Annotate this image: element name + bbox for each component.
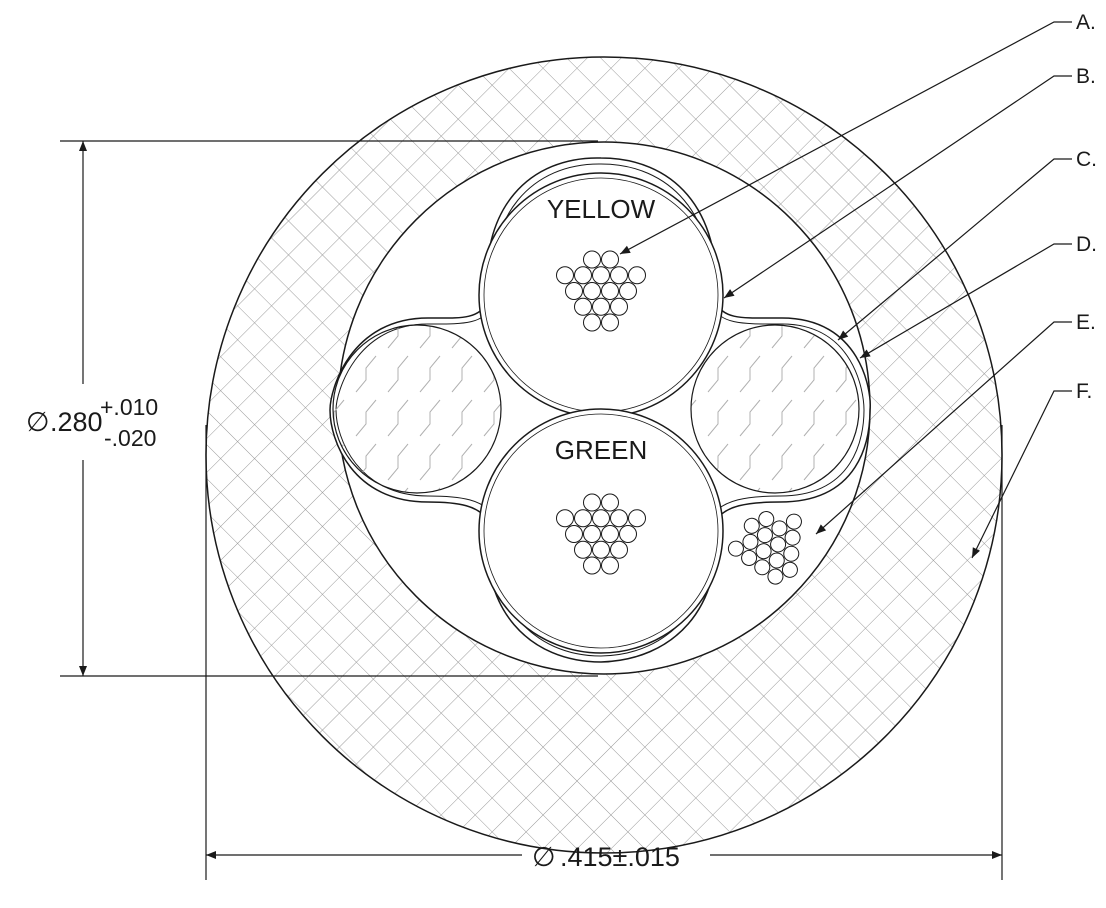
strand (628, 509, 646, 528)
strand (601, 556, 619, 575)
strand (628, 266, 646, 285)
green-conductor-strands (556, 493, 646, 575)
strand (610, 266, 628, 285)
strand (583, 313, 601, 332)
strand (592, 297, 610, 316)
strand (770, 536, 787, 553)
leader-a (619, 21, 1072, 255)
strand (601, 282, 619, 300)
strand (619, 525, 637, 543)
strand (741, 549, 758, 566)
strand (781, 561, 798, 578)
yellow-conductor-strands (556, 250, 646, 332)
green-conductor (478, 408, 724, 654)
left-filler (332, 324, 502, 494)
right-filler (690, 324, 860, 494)
strand (574, 509, 592, 528)
strand (783, 545, 800, 562)
strand (583, 525, 601, 543)
green-label: GREEN (555, 435, 647, 465)
inner-diameter-value: .280 (50, 407, 103, 437)
strand (610, 297, 628, 316)
strand (592, 266, 610, 285)
leader-b (723, 75, 1072, 299)
strand (601, 313, 619, 332)
outer-diameter-value: .415±.015 (560, 842, 680, 872)
callout-e: E. (1076, 311, 1096, 334)
strand (767, 568, 784, 585)
callout-f: F. (1076, 380, 1092, 403)
callout-c: C. (1076, 148, 1097, 171)
strand (592, 509, 610, 528)
leader-f (971, 390, 1072, 559)
strand (583, 250, 601, 269)
strand (784, 529, 801, 546)
leader-c (837, 158, 1072, 341)
strand (610, 540, 628, 559)
callout-a: A. (1076, 11, 1096, 34)
inner-diameter-symbol: ∅ (26, 407, 50, 437)
strand (601, 525, 619, 543)
strand (619, 282, 637, 300)
inner-diameter-dimension (60, 140, 598, 677)
strand (565, 282, 583, 300)
outer-diameter-symbol: ∅ (532, 842, 556, 872)
inner-diameter-tolerance-plus: +.010 (100, 394, 158, 420)
strand (785, 513, 802, 530)
leader-d (859, 243, 1072, 359)
drain-wire-strands (727, 511, 802, 585)
inner-diameter-tolerance-minus: -.020 (104, 425, 156, 451)
strand (583, 282, 601, 300)
strand (556, 509, 574, 528)
strand (758, 511, 775, 528)
leader-e (815, 321, 1072, 535)
strand (601, 250, 619, 269)
outer-diameter-dimension (205, 425, 1003, 880)
strand (574, 297, 592, 316)
callout-b: B. (1076, 65, 1096, 88)
callout-d: D. (1076, 233, 1097, 256)
strand (610, 509, 628, 528)
strand (727, 540, 744, 557)
strand (574, 266, 592, 285)
strand (556, 266, 574, 285)
strand (768, 552, 785, 569)
strand (756, 527, 773, 544)
strand (592, 540, 610, 559)
strand (601, 493, 619, 512)
strand (755, 543, 772, 560)
strand (754, 559, 771, 576)
strand (771, 520, 788, 537)
strand (742, 533, 759, 550)
strand (743, 517, 760, 534)
strand (574, 540, 592, 559)
strand (565, 525, 583, 543)
strand (583, 556, 601, 575)
yellow-label: YELLOW (547, 194, 656, 224)
strand (583, 493, 601, 512)
